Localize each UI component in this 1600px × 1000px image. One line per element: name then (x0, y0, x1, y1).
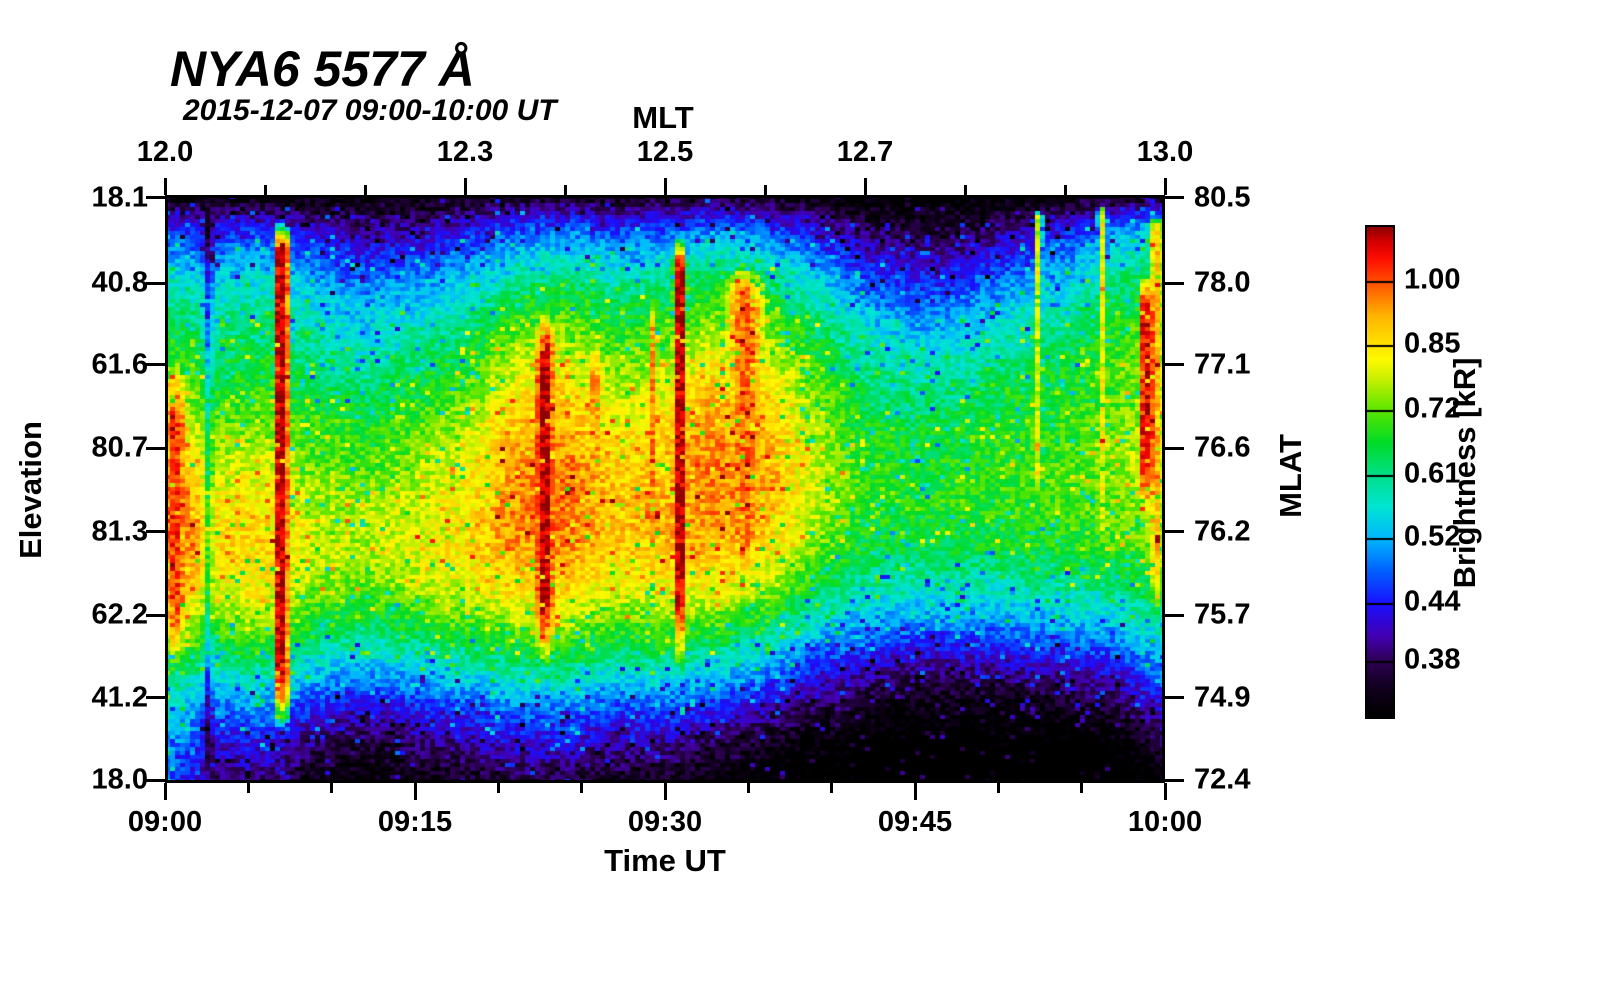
top-axis-minor-tick (563, 185, 567, 195)
colorbar-tick-label: 1.00 (1404, 263, 1461, 296)
left-axis-tick-label: 41.2 (91, 681, 148, 714)
keogram-canvas (165, 195, 1165, 783)
mlt-axis-title: MLT (632, 100, 694, 135)
time-axis-title: Time UT (604, 843, 726, 878)
bottom-axis-minor-tick (580, 783, 584, 793)
chart-title: NYA6 5577 Å (170, 41, 475, 97)
bottom-axis-minor-tick (1080, 783, 1084, 793)
top-axis-tick (163, 178, 167, 195)
right-axis-tick (1165, 446, 1184, 450)
top-axis-tick-label: 12.0 (136, 136, 194, 168)
left-axis-tick-label: 18.1 (91, 181, 148, 214)
bottom-axis-tick-label: 09:30 (627, 806, 703, 838)
bottom-axis-minor-tick (996, 783, 1000, 793)
top-axis-tick-label: 12.5 (636, 136, 694, 168)
right-axis-tick (1165, 696, 1184, 700)
right-axis-tick (1165, 778, 1184, 782)
colorbar (1365, 225, 1395, 719)
top-axis-minor-tick (763, 185, 767, 195)
top-axis-tick-label: 13.0 (1136, 136, 1194, 168)
top-axis-tick (863, 178, 867, 195)
left-axis-tick (146, 363, 165, 367)
right-axis-tick-label: 74.9 (1194, 681, 1251, 714)
chart-subtitle: 2015-12-07 09:00-10:00 UT (183, 94, 557, 127)
top-axis-minor-tick (363, 185, 367, 195)
bottom-axis-minor-tick (746, 783, 750, 793)
bottom-axis-tick (663, 783, 667, 800)
bottom-axis-tick (413, 783, 417, 800)
bottom-axis-tick (913, 783, 917, 800)
bottom-axis-minor-tick (330, 783, 334, 793)
top-axis-tick (1163, 178, 1167, 195)
elevation-axis-title: Elevation (13, 421, 48, 559)
left-axis-tick (146, 196, 165, 200)
colorbar-gradient (1367, 227, 1393, 717)
bottom-axis-minor-tick (246, 783, 250, 793)
top-axis-tick-label: 12.3 (436, 136, 494, 168)
left-axis-tick (146, 530, 165, 534)
right-axis-tick (1165, 613, 1184, 617)
right-axis-tick-label: 72.4 (1194, 763, 1251, 796)
left-axis-tick-label: 61.6 (91, 348, 148, 381)
colorbar-tick-label: 0.44 (1404, 585, 1461, 618)
top-axis-minor-tick (963, 185, 967, 195)
bottom-axis-tick-label: 09:15 (377, 806, 453, 838)
left-axis-tick (146, 696, 165, 700)
right-axis-tick-label: 76.6 (1194, 431, 1251, 464)
left-axis-tick-label: 81.3 (91, 515, 148, 548)
colorbar-tick-label: 0.38 (1404, 643, 1461, 676)
right-axis-tick-label: 75.7 (1194, 598, 1251, 631)
right-axis-tick-label: 80.5 (1194, 181, 1251, 214)
right-axis-tick (1165, 281, 1184, 285)
left-axis-tick (146, 613, 165, 617)
top-axis-minor-tick (263, 185, 267, 195)
left-axis-tick-label: 18.0 (91, 763, 148, 796)
left-axis-tick (146, 446, 165, 450)
right-axis-tick (1165, 196, 1184, 200)
bottom-axis-minor-tick (830, 783, 834, 793)
top-axis-minor-tick (1063, 185, 1067, 195)
colorbar-tick-label: 0.72 (1404, 392, 1461, 425)
right-axis-tick (1165, 530, 1184, 534)
colorbar-title: Brightness [kR] (1447, 357, 1482, 589)
colorbar-tick-label: 0.61 (1404, 457, 1461, 490)
colorbar-tick-label: 0.52 (1404, 520, 1461, 553)
right-axis-tick (1165, 363, 1184, 367)
bottom-axis-tick-label: 09:45 (877, 806, 953, 838)
left-axis-tick (146, 281, 165, 285)
bottom-axis-tick-label: 10:00 (1127, 806, 1203, 838)
left-axis-tick-label: 80.7 (91, 431, 148, 464)
top-axis-tick (663, 178, 667, 195)
left-axis-tick-label: 62.2 (91, 598, 148, 631)
right-axis-tick-label: 78.0 (1194, 266, 1251, 299)
left-axis-tick (146, 778, 165, 782)
bottom-axis-tick-label: 09:00 (127, 806, 203, 838)
top-axis-tick (463, 178, 467, 195)
top-axis-tick-label: 12.7 (836, 136, 894, 168)
mlat-axis-title: MLAT (1273, 434, 1308, 518)
bottom-axis-tick (1163, 783, 1167, 800)
bottom-axis-tick (163, 783, 167, 800)
left-axis-tick-label: 40.8 (91, 266, 148, 299)
bottom-axis-minor-tick (496, 783, 500, 793)
right-axis-tick-label: 77.1 (1194, 348, 1251, 381)
colorbar-tick-label: 0.85 (1404, 327, 1461, 360)
right-axis-tick-label: 76.2 (1194, 515, 1251, 548)
